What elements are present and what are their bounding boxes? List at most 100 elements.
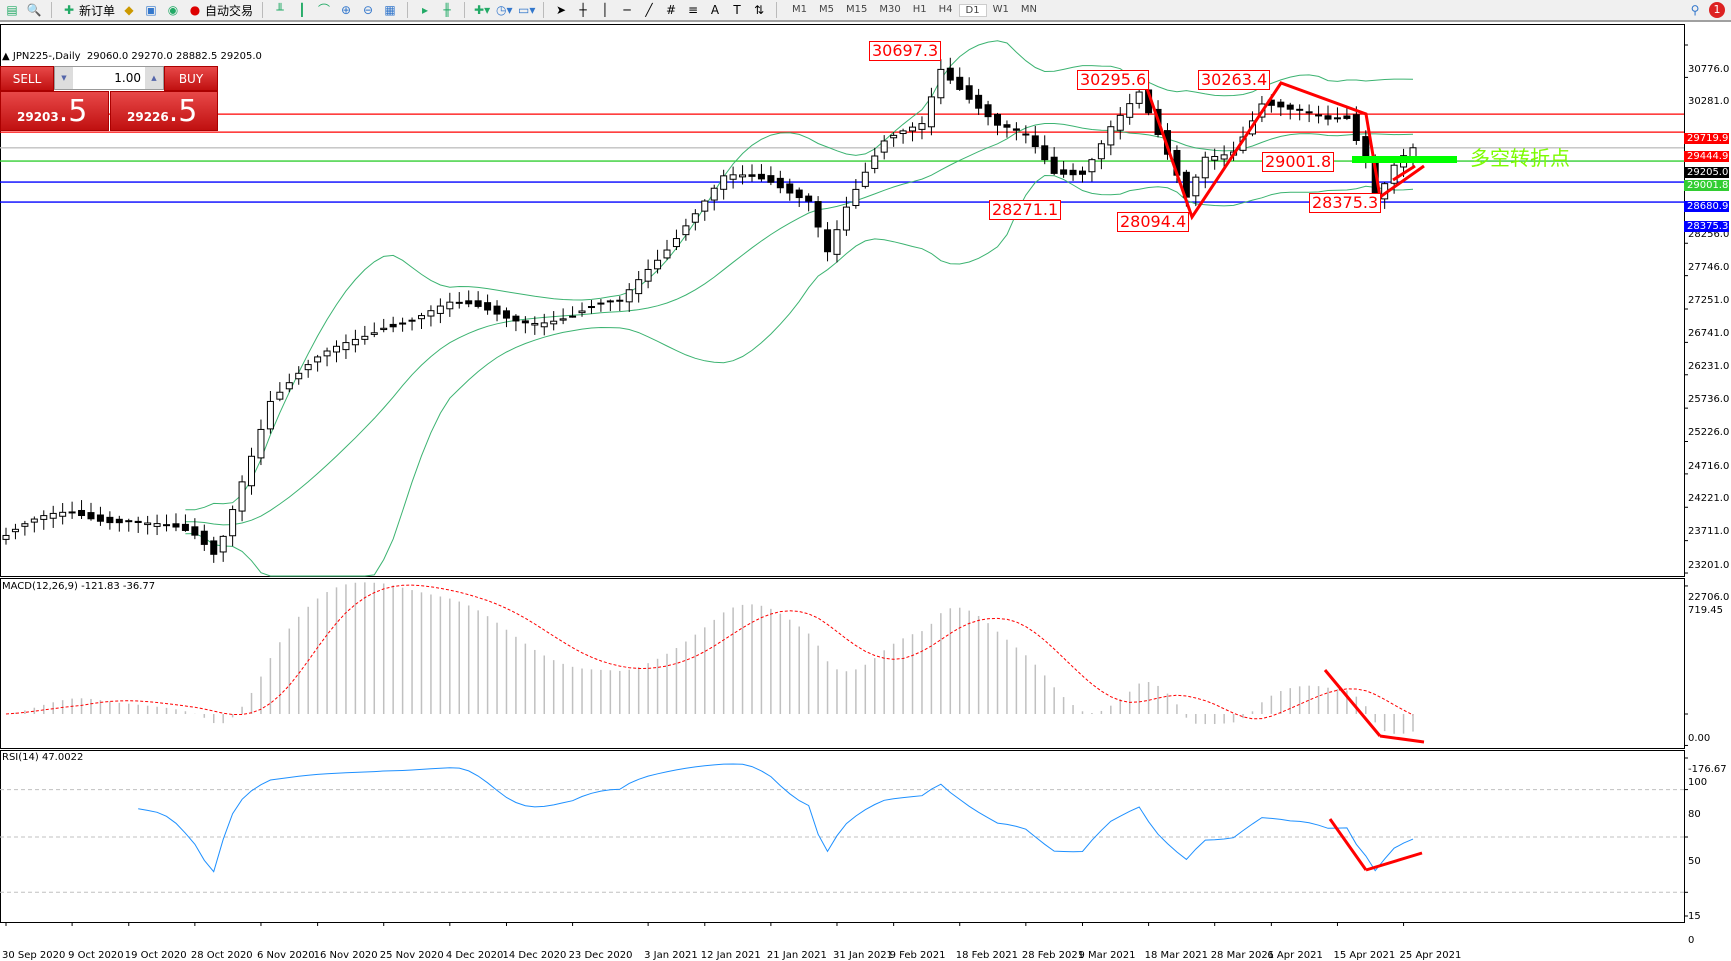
candle-body bbox=[512, 315, 520, 322]
periods-icon[interactable]: ◷▾ bbox=[496, 3, 513, 17]
sell-price[interactable]: 29203.5 bbox=[0, 91, 109, 131]
candle bbox=[229, 505, 237, 547]
timeframe-h1[interactable]: H1 bbox=[912, 3, 927, 15]
candle bbox=[68, 501, 76, 519]
timeframe-m30[interactable]: M30 bbox=[879, 3, 901, 15]
text-label-icon[interactable]: T bbox=[733, 3, 741, 17]
candle bbox=[210, 536, 218, 563]
candlestick-icon[interactable]: ┃ bbox=[298, 3, 306, 17]
divider bbox=[51, 2, 52, 18]
candle bbox=[1022, 125, 1030, 144]
buy-button[interactable]: BUY bbox=[164, 66, 218, 91]
indicators-icon[interactable]: ✚▾ bbox=[474, 3, 491, 17]
autoscroll-icon[interactable]: ▸ bbox=[422, 3, 429, 17]
metaeditor-icon[interactable]: ◆ bbox=[124, 3, 134, 17]
line-chart-icon[interactable]: ⌒ bbox=[318, 3, 331, 17]
new-order-button[interactable]: ✚ 新订单 bbox=[61, 2, 115, 19]
buy-price[interactable]: 29226.5 bbox=[110, 91, 218, 131]
zoom-out-icon[interactable]: ⊖ bbox=[363, 3, 374, 17]
trendline-icon[interactable]: ╱ bbox=[645, 3, 653, 17]
terminal-icon[interactable]: ▣ bbox=[145, 3, 157, 17]
market-watch-icon[interactable]: ▤ bbox=[6, 3, 18, 17]
fibonacci-icon[interactable]: ≡ bbox=[688, 3, 699, 17]
candle bbox=[531, 316, 539, 335]
signals-icon[interactable]: ◉ bbox=[167, 3, 179, 17]
candle bbox=[606, 299, 614, 312]
cursor-icon[interactable]: ➤ bbox=[556, 3, 567, 17]
candle bbox=[748, 164, 756, 182]
date-tick-label: 28 Feb 2021 bbox=[1021, 950, 1085, 961]
candle bbox=[304, 359, 312, 378]
date-tick-label: 28 Mar 2021 bbox=[1210, 950, 1275, 961]
lot-stepper[interactable]: ▼ 1.00 ▲ bbox=[54, 66, 164, 90]
candle-body bbox=[1041, 145, 1049, 161]
arrows-icon[interactable]: ⇅ bbox=[754, 3, 765, 17]
tile-windows-icon[interactable]: ▦ bbox=[384, 3, 396, 17]
candle-body bbox=[21, 523, 29, 527]
candle bbox=[890, 132, 898, 147]
divider bbox=[262, 2, 264, 18]
timeframe-d1[interactable]: D1 bbox=[958, 3, 987, 17]
timeframe-mn[interactable]: MN bbox=[1020, 3, 1037, 15]
text-icon[interactable]: A bbox=[710, 3, 720, 17]
candle bbox=[701, 199, 709, 221]
timeframe-m15[interactable]: M15 bbox=[846, 3, 868, 15]
timeframe-m1[interactable]: M1 bbox=[792, 3, 808, 15]
price-level-tag: 29001.8 bbox=[1684, 180, 1729, 192]
candle bbox=[805, 193, 813, 212]
candle-body bbox=[87, 512, 95, 520]
rsi-tick-label: 80 bbox=[1688, 808, 1701, 820]
candle-body bbox=[569, 315, 577, 318]
crosshair-icon[interactable]: ┼ bbox=[579, 3, 587, 17]
templates-icon[interactable]: ▭▾ bbox=[518, 3, 536, 17]
candle-body bbox=[68, 511, 76, 514]
candle bbox=[2, 527, 10, 545]
candle-body bbox=[691, 213, 699, 223]
candle-body bbox=[927, 96, 935, 128]
sell-button[interactable]: SELL bbox=[0, 66, 54, 91]
one-click-trading-panel: SELL ▼ 1.00 ▲ BUY 29203.5 29226.5 bbox=[0, 66, 218, 131]
candle-body bbox=[880, 140, 888, 153]
lot-input[interactable]: 1.00 bbox=[114, 71, 141, 85]
candle-body bbox=[1116, 114, 1124, 131]
navigator-icon[interactable]: 🔍 bbox=[26, 3, 42, 17]
timeframe-w1[interactable]: W1 bbox=[992, 3, 1009, 15]
price-tick-label: 25736.0 bbox=[1688, 393, 1730, 405]
bar-chart-icon[interactable]: ╨ bbox=[276, 3, 284, 17]
candle bbox=[1050, 147, 1058, 176]
candle-body bbox=[399, 322, 407, 325]
chart-shift-icon[interactable]: ╫ bbox=[443, 3, 451, 17]
chart-window[interactable]: ▲ JPN225-,Daily 29060.0 29270.0 28882.5 … bbox=[0, 24, 1731, 961]
candle bbox=[427, 305, 435, 327]
candle bbox=[200, 524, 208, 551]
lot-decrease-button[interactable]: ▼ bbox=[55, 67, 73, 89]
candle bbox=[937, 59, 945, 105]
candle-body bbox=[795, 189, 803, 199]
lot-increase-button[interactable]: ▲ bbox=[145, 67, 163, 89]
chart-canvas[interactable] bbox=[0, 24, 1731, 943]
macd-arrow-right bbox=[1379, 734, 1425, 744]
candle bbox=[824, 222, 832, 262]
timeframe-m5[interactable]: M5 bbox=[819, 3, 835, 15]
candle-body bbox=[540, 322, 548, 328]
candle-body bbox=[370, 332, 378, 335]
price-level-tag: 28375.3 bbox=[1684, 221, 1729, 233]
zoom-in-icon[interactable]: ⊕ bbox=[341, 3, 352, 17]
date-tick-label: 25 Apr 2021 bbox=[1399, 950, 1462, 961]
candle bbox=[663, 239, 671, 260]
candle bbox=[125, 518, 133, 532]
horizontal-line-icon[interactable]: ─ bbox=[623, 3, 631, 17]
date-tick-label: 9 Oct 2020 bbox=[68, 950, 124, 961]
candle bbox=[106, 511, 114, 530]
notification-badge[interactable]: 1 bbox=[1709, 2, 1725, 18]
candle bbox=[1352, 106, 1360, 145]
channel-icon[interactable]: # bbox=[666, 3, 677, 17]
date-tick-label: 9 Mar 2021 bbox=[1078, 950, 1136, 961]
auto-trading-button[interactable]: ● 自动交易 bbox=[187, 2, 253, 19]
candle bbox=[1060, 161, 1068, 178]
vertical-line-icon[interactable]: │ bbox=[601, 3, 609, 17]
candle bbox=[134, 516, 142, 533]
timeframe-h4[interactable]: H4 bbox=[938, 3, 953, 15]
search-icon[interactable]: ⚲ bbox=[1690, 3, 1700, 17]
candle-body bbox=[30, 518, 38, 523]
